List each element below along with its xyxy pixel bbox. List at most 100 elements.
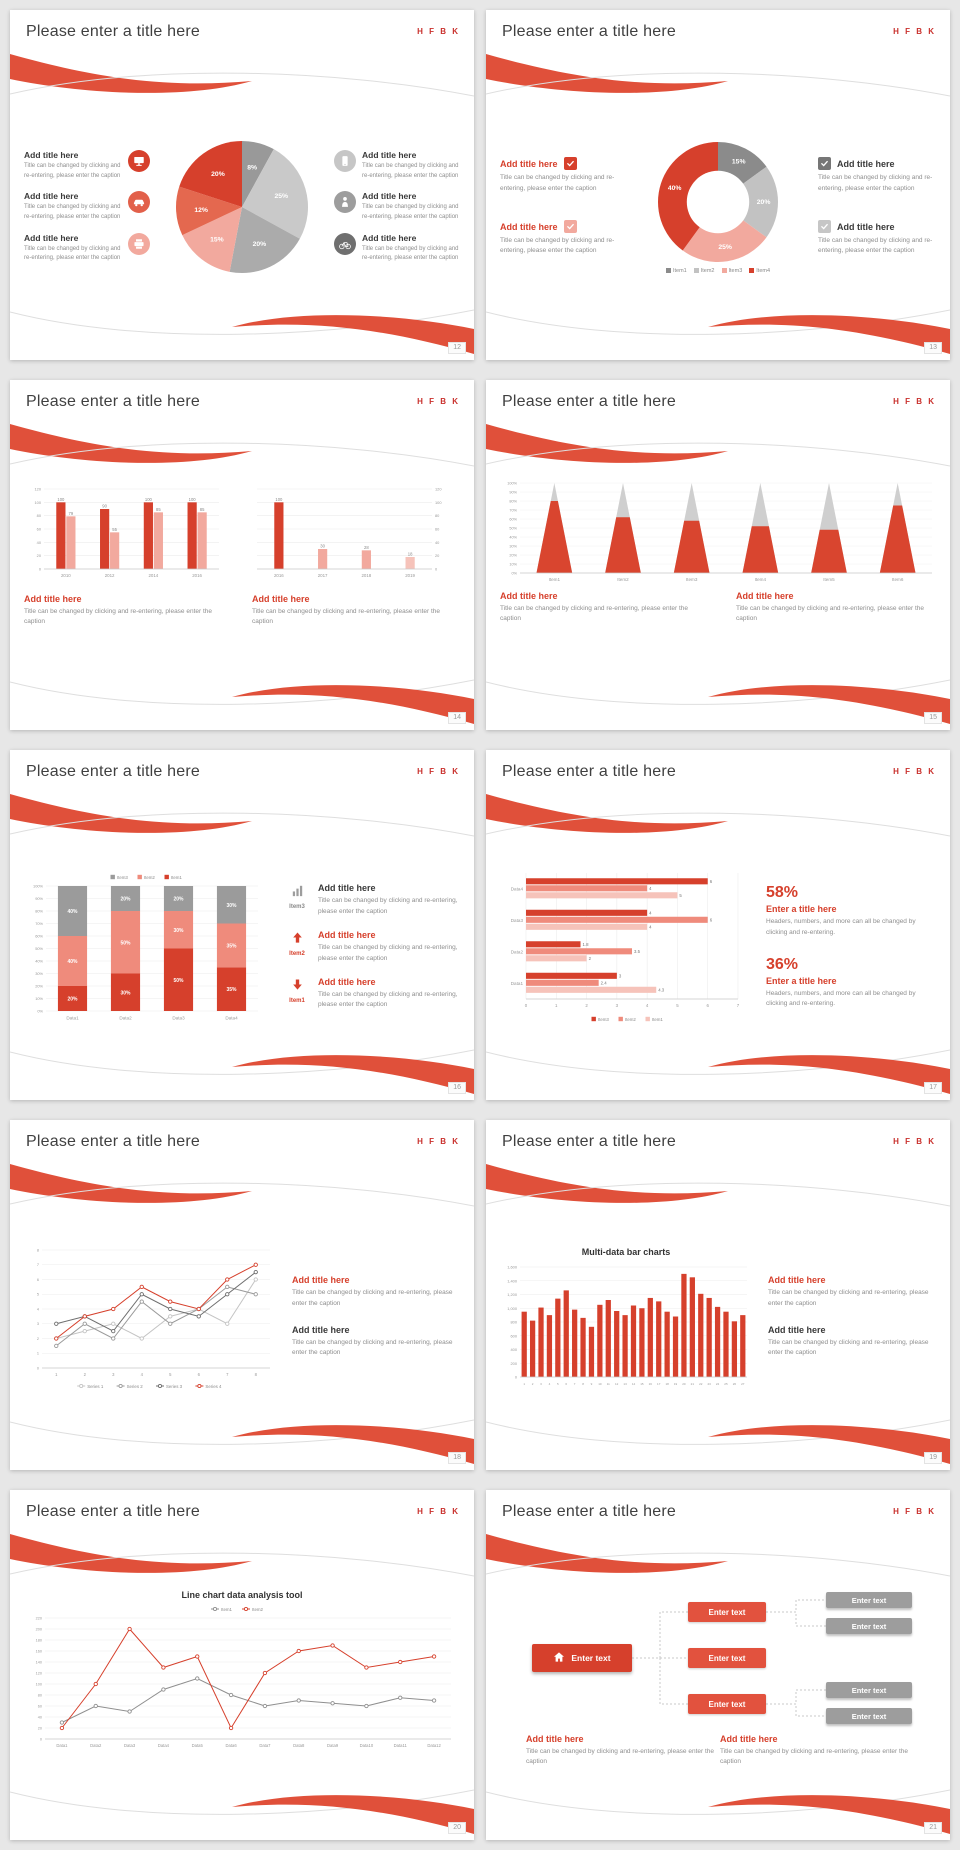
stacked-bar-chart: 0% 10% 20% 30% 40% 50% 60% 70% 80% 90% 100% Data1 20… (33, 874, 258, 1021)
slide-line-chart-analysis[interactable]: Please enter a title here H F B K Line c… (10, 1490, 474, 1840)
svg-text:2019: 2019 (405, 573, 415, 578)
svg-text:8: 8 (255, 1372, 258, 1377)
slide-bar-charts-comparison[interactable]: Please enter a title here H F B K 0 20 40 6… (10, 380, 474, 730)
svg-text:30%: 30% (35, 971, 43, 976)
svg-text:1.8: 1.8 (583, 942, 590, 947)
slide-line-chart[interactable]: Please enter a title here H F B K 0 1 2 3 4 5… (10, 1120, 474, 1470)
svg-text:200: 200 (511, 1360, 518, 1365)
svg-text:6: 6 (710, 917, 713, 922)
block-caption: Title can be changed by clicking and re-… (768, 1289, 929, 1307)
slide-pie-infographic[interactable]: Please enter a title here H F B K Add ti… (10, 10, 474, 360)
descending-bar-chart: 0 20 40 60 80 100 120 2016 100 2017 30 2018 28 2019 18 (257, 487, 442, 578)
svg-text:0: 0 (525, 1003, 528, 1008)
svg-text:25%: 25% (718, 244, 732, 251)
svg-text:8: 8 (37, 1248, 39, 1252)
slide-donut-chart[interactable]: Please enter a title here H F B K Add ti… (486, 10, 950, 360)
block-caption: Title can be changed by clicking and re-… (500, 237, 615, 255)
svg-text:600: 600 (511, 1333, 518, 1338)
brand-logo: H F B K (417, 397, 460, 406)
svg-text:60%: 60% (35, 934, 43, 939)
slide-title: Please enter a title here (26, 763, 200, 780)
top-swoosh-decoration (10, 794, 474, 837)
svg-text:2: 2 (589, 956, 592, 961)
slide-cone-chart[interactable]: Please enter a title here H F B K 0% 10% 2… (486, 380, 950, 730)
svg-text:18: 18 (665, 1382, 669, 1386)
svg-text:220: 220 (36, 1616, 42, 1620)
bottom-swoosh-decoration (486, 1789, 950, 1834)
diagram-node: Enter text (826, 1708, 912, 1724)
node-label: Enter text (851, 1711, 887, 1721)
block-caption: Title can be changed by clicking and re-… (526, 1748, 715, 1766)
slide-title: Please enter a title here (502, 23, 676, 40)
text-block: Add title here Title can be changed by c… (292, 1325, 460, 1359)
bottom-swoosh-decoration (10, 679, 474, 724)
donut-chart: 15% 20% 25% 40% (658, 141, 778, 262)
svg-text:85: 85 (200, 507, 205, 512)
legend-item: Item2 (693, 268, 715, 274)
svg-text:4.3: 4.3 (658, 987, 665, 992)
svg-text:Item3: Item3 (686, 577, 698, 582)
right-callouts: Add title here Title can be changed by cl… (334, 150, 460, 264)
callout-caption: Title can be changed by clicking and re-… (362, 204, 459, 220)
slide-title: Please enter a title here (26, 23, 200, 40)
svg-text:100: 100 (275, 497, 283, 502)
slide-title: Please enter a title here (502, 1133, 676, 1150)
slide-stacked-bar-chart[interactable]: Please enter a title here H F B K 0% 10% 2… (10, 750, 474, 1100)
svg-text:35%: 35% (226, 987, 237, 993)
callout: Add title here Title can be changed by cl… (24, 150, 150, 181)
top-swoosh-decoration (10, 1164, 474, 1207)
slide-flow-diagram[interactable]: Please enter a title here H F B K Enter (486, 1490, 950, 1840)
svg-text:Series 1: Series 1 (87, 1384, 104, 1389)
svg-text:20%: 20% (173, 897, 184, 903)
svg-text:6: 6 (198, 1372, 201, 1377)
svg-text:100: 100 (35, 500, 42, 505)
bar-chart-icon (290, 885, 305, 902)
svg-text:0%: 0% (37, 1009, 43, 1014)
page-number: 20 (448, 1822, 466, 1834)
svg-text:50%: 50% (35, 946, 43, 951)
svg-text:6: 6 (706, 1003, 709, 1008)
svg-text:1: 1 (37, 1352, 39, 1356)
svg-text:35%: 35% (226, 943, 237, 949)
callout: Add title here Title can be changed by cl… (24, 232, 150, 264)
text-block: Add title here Title can be changed by c… (818, 157, 936, 194)
node-label: Enter text (708, 1607, 746, 1617)
svg-text:Item1: Item1 (549, 577, 561, 582)
brand-logo: H F B K (893, 1137, 936, 1146)
svg-text:50%: 50% (509, 526, 517, 530)
svg-text:0: 0 (39, 567, 42, 572)
svg-text:200: 200 (36, 1627, 42, 1631)
svg-text:5: 5 (679, 893, 682, 898)
donut-chart-wrap: 15% 20% 25% 40% Item1 Item2 Item3 Item4 (657, 141, 779, 274)
top-swoosh-decoration (486, 1534, 950, 1577)
svg-text:100: 100 (57, 497, 65, 502)
svg-text:60: 60 (37, 527, 42, 532)
brand-logo: H F B K (893, 397, 936, 406)
callout-title: Add title here (362, 191, 417, 202)
callout-caption: Title can be changed by clicking and re-… (24, 204, 121, 220)
svg-text:0: 0 (515, 1374, 518, 1379)
svg-text:5: 5 (37, 1293, 39, 1297)
checkbox-icon (818, 157, 831, 171)
svg-text:60%: 60% (509, 517, 517, 521)
analysis-line-chart: 0 20 40 60 80 100 120 140 160 180 200 220 Data1 Data2… (36, 1607, 451, 1748)
svg-text:100%: 100% (507, 481, 517, 485)
slide-horizontal-bar-chart[interactable]: Please enter a title here H F B K 0 1 2 3 4 5… (486, 750, 950, 1100)
svg-text:100: 100 (145, 497, 153, 502)
svg-text:27: 27 (741, 1382, 745, 1386)
diagram-node: Enter text (688, 1602, 766, 1622)
svg-text:7: 7 (226, 1372, 229, 1377)
callout-caption: Title can be changed by clicking and re-… (362, 245, 459, 262)
callout: Add title here Title can be changed by cl… (334, 232, 460, 264)
svg-text:2: 2 (37, 1337, 39, 1341)
monitor-icon (128, 150, 150, 173)
slide-title: Please enter a title here (26, 393, 200, 410)
bottom-swoosh-decoration (10, 1419, 474, 1464)
svg-text:Data11: Data11 (394, 1743, 408, 1748)
svg-text:4: 4 (649, 886, 652, 891)
slide-multi-data-bar-chart[interactable]: Please enter a title here H F B K Multi-… (486, 1120, 950, 1470)
svg-text:90%: 90% (35, 896, 43, 901)
svg-text:6: 6 (37, 1278, 39, 1282)
